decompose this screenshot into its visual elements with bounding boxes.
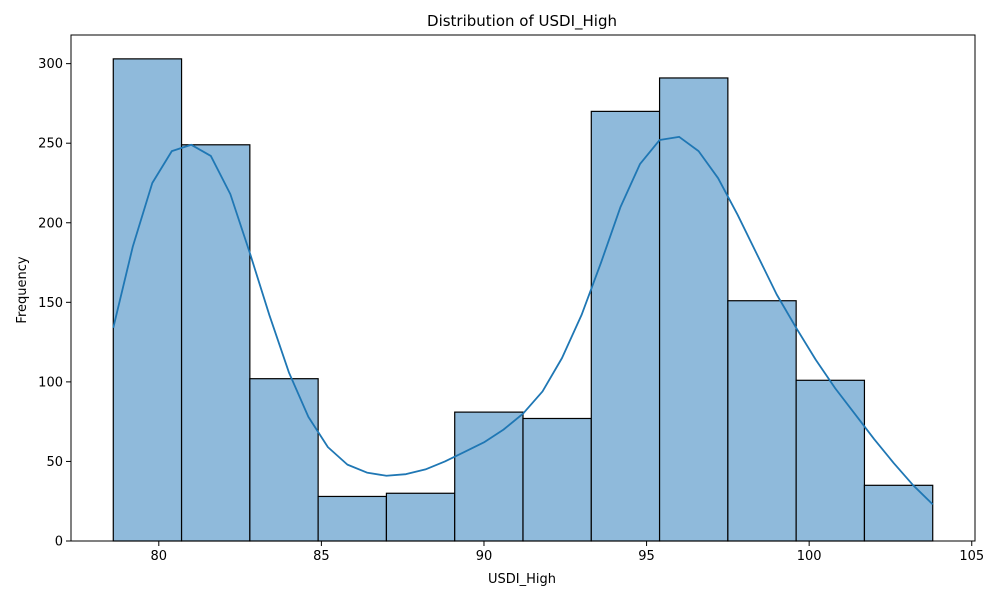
histogram-bar	[112, 58, 183, 542]
axes-layer	[70, 34, 976, 542]
histogram-bar	[522, 417, 592, 542]
histogram-bar	[249, 378, 319, 542]
x-tick-label: 90	[476, 549, 493, 564]
histogram-bar	[863, 484, 934, 542]
kde-curve	[112, 135, 934, 506]
bars-layer	[112, 58, 934, 542]
x-tick-label: 80	[151, 549, 168, 564]
histogram-bar	[180, 144, 251, 542]
x-tick-label: 100	[797, 549, 822, 564]
y-tick-label: 0	[55, 535, 63, 550]
y-tick-label: 100	[38, 375, 63, 390]
x-tick-label: 95	[638, 549, 655, 564]
chart-title: Distribution of USDI_High	[427, 12, 617, 31]
histogram-bar	[795, 379, 866, 542]
histogram-bar	[454, 411, 524, 542]
y-tick-label: 200	[38, 216, 63, 231]
y-tick-label: 50	[46, 455, 63, 470]
kde-layer	[112, 135, 934, 506]
histogram-bar	[590, 110, 661, 542]
plot-frame	[70, 34, 976, 542]
histogram-bar	[317, 495, 388, 542]
histogram-bar	[727, 300, 797, 542]
histogram-bar	[385, 492, 456, 542]
x-tick-label: 105	[959, 549, 984, 564]
y-tick-label: 150	[38, 296, 63, 311]
x-axis-label: USDI_High	[488, 572, 556, 587]
y-tick-label: 300	[38, 57, 63, 72]
x-axis-ticks: 80 85 90 95 100 105	[151, 541, 984, 564]
histogram-bar	[658, 77, 729, 542]
y-axis-ticks: 0 50 100 150 200 250 300	[38, 57, 71, 550]
y-axis-label: Frequency	[15, 256, 30, 323]
x-tick-label: 85	[313, 549, 330, 564]
y-tick-label: 250	[38, 137, 63, 152]
